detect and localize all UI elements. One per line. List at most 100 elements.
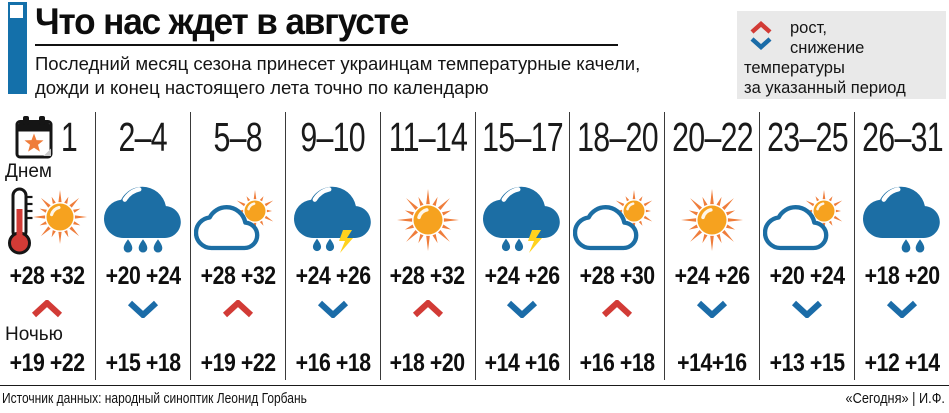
night-temp-slot: +15 +18 bbox=[96, 346, 190, 380]
date-slot: 20–22 bbox=[665, 112, 759, 162]
date-range: 26–31 bbox=[861, 113, 943, 160]
night-temp: +12 +14 bbox=[864, 348, 940, 377]
day-temp-slot: +18 +20 bbox=[855, 258, 949, 294]
day-temp: +28 +32 bbox=[200, 261, 276, 290]
trend-down-icon bbox=[507, 300, 538, 318]
day-temp-slot: +24 +26 bbox=[476, 258, 570, 294]
day-temp-slot: +28 +32 bbox=[0, 258, 95, 294]
day-label bbox=[760, 162, 854, 182]
weather-icon bbox=[570, 182, 664, 258]
day-label bbox=[96, 162, 190, 182]
night-temp: +19 +22 bbox=[9, 348, 85, 377]
thermometer-sun-icon bbox=[8, 187, 88, 255]
date-slot: 11–14 bbox=[381, 112, 475, 162]
trend-down-icon bbox=[792, 300, 823, 318]
day-temp: +28 +30 bbox=[579, 261, 655, 290]
weather-icon bbox=[191, 182, 285, 258]
day-label bbox=[286, 162, 380, 182]
trend-up-icon bbox=[32, 300, 63, 318]
thunderstorm-icon bbox=[483, 186, 561, 253]
date-range: 23–25 bbox=[766, 113, 848, 160]
forecast-table: 1 Днем +28 +32 Ночью +19 +22 2–4 +20 +24… bbox=[0, 112, 949, 380]
forecast-column: 2–4 +20 +24 +15 +18 bbox=[94, 112, 190, 380]
day-temp-slot: +28 +32 bbox=[191, 258, 285, 294]
night-temp: +15 +18 bbox=[105, 348, 181, 377]
weather-icon bbox=[476, 182, 570, 258]
day-temp: +28 +32 bbox=[9, 261, 85, 290]
night-temp: +14 +16 bbox=[484, 348, 560, 377]
trend-up-icon bbox=[750, 21, 772, 34]
trend-down-icon bbox=[317, 300, 348, 318]
date-range: 1 bbox=[60, 113, 78, 160]
legend-up-label: рост, bbox=[790, 19, 827, 37]
forecast-column: 1 Днем +28 +32 Ночью +19 +22 bbox=[0, 112, 95, 380]
trend-icon bbox=[665, 294, 759, 324]
sun-icon bbox=[396, 189, 459, 251]
thunderstorm-icon bbox=[293, 186, 371, 253]
calendar-icon-wrap bbox=[15, 115, 53, 159]
forecast-column: 9–10 +24 +26 +16 +18 bbox=[284, 112, 380, 380]
day-label bbox=[570, 162, 664, 182]
legend-down-label: снижение bbox=[790, 39, 865, 58]
night-temp: +19 +22 bbox=[200, 348, 276, 377]
source-credit: Источник данных: народный синоптик Леони… bbox=[2, 390, 307, 407]
footer: Источник данных: народный синоптик Леони… bbox=[0, 385, 949, 413]
day-label bbox=[381, 162, 475, 182]
date-range: 15–17 bbox=[482, 113, 563, 160]
night-label: Ночью bbox=[5, 324, 63, 345]
legend-line3: температуры bbox=[744, 59, 845, 78]
trend-up-icon bbox=[412, 300, 443, 318]
trend-icon bbox=[476, 294, 570, 324]
date-slot: 23–25 bbox=[760, 112, 854, 162]
weather-icon bbox=[665, 182, 759, 258]
day-temp-slot: +28 +30 bbox=[570, 258, 664, 294]
trend-icon bbox=[570, 294, 664, 324]
page-title: Что нас ждет в августе bbox=[35, 1, 409, 42]
night-label bbox=[96, 324, 190, 346]
night-temp-slot: +19 +22 bbox=[191, 346, 285, 380]
date-slot: 15–17 bbox=[476, 112, 570, 162]
night-temp-slot: +14 +16 bbox=[476, 346, 570, 380]
day-label bbox=[855, 162, 949, 182]
night-temp-slot: +14+16 bbox=[665, 346, 759, 380]
weather-icon bbox=[381, 182, 475, 258]
legend-top-text: рост, снижение bbox=[790, 18, 864, 58]
night-temp: +14+16 bbox=[677, 348, 748, 377]
date-range: 9–10 bbox=[300, 113, 365, 160]
day-temp: +28 +32 bbox=[390, 261, 466, 290]
night-temp-slot: +16 +18 bbox=[570, 346, 664, 380]
trend-down-icon bbox=[697, 300, 728, 318]
trend-icon bbox=[96, 294, 190, 324]
rain-cloud-icon bbox=[863, 186, 940, 253]
date-range: 18–20 bbox=[577, 113, 658, 160]
trend-down-icon bbox=[750, 37, 772, 50]
day-temp: +20 +24 bbox=[769, 261, 845, 290]
night-temp-slot: +13 +15 bbox=[760, 346, 854, 380]
date-range: 2–4 bbox=[118, 113, 168, 160]
day-temp: +24 +26 bbox=[295, 261, 371, 290]
day-label bbox=[665, 162, 759, 182]
subtitle: Последний месяц сезона принесет украинца… bbox=[35, 53, 641, 98]
trend-icon bbox=[286, 294, 380, 324]
date-range: 20–22 bbox=[671, 113, 753, 160]
night-temp: +16 +18 bbox=[295, 348, 371, 377]
trend-icon bbox=[760, 294, 854, 324]
date-range: 5–8 bbox=[213, 113, 263, 160]
night-temp-slot: +18 +20 bbox=[381, 346, 475, 380]
day-temp-slot: +24 +26 bbox=[665, 258, 759, 294]
night-label bbox=[286, 324, 380, 346]
day-temp-slot: +20 +24 bbox=[96, 258, 190, 294]
weather-icon bbox=[855, 182, 949, 258]
date-slot: 1 bbox=[0, 112, 95, 162]
day-temp-slot: +28 +32 bbox=[381, 258, 475, 294]
date-slot: 18–20 bbox=[570, 112, 664, 162]
forecast-column: 5–8 +28 +32 +19 +22 bbox=[189, 112, 285, 380]
night-label bbox=[191, 324, 285, 346]
trend-icon bbox=[191, 294, 285, 324]
date-slot: 9–10 bbox=[286, 112, 380, 162]
legend-trend-icons bbox=[748, 18, 776, 58]
day-temp-slot: +20 +24 bbox=[760, 258, 854, 294]
forecast-column: 18–20 +28 +30 +16 +18 bbox=[569, 112, 664, 380]
day-label: Днем bbox=[5, 161, 52, 182]
